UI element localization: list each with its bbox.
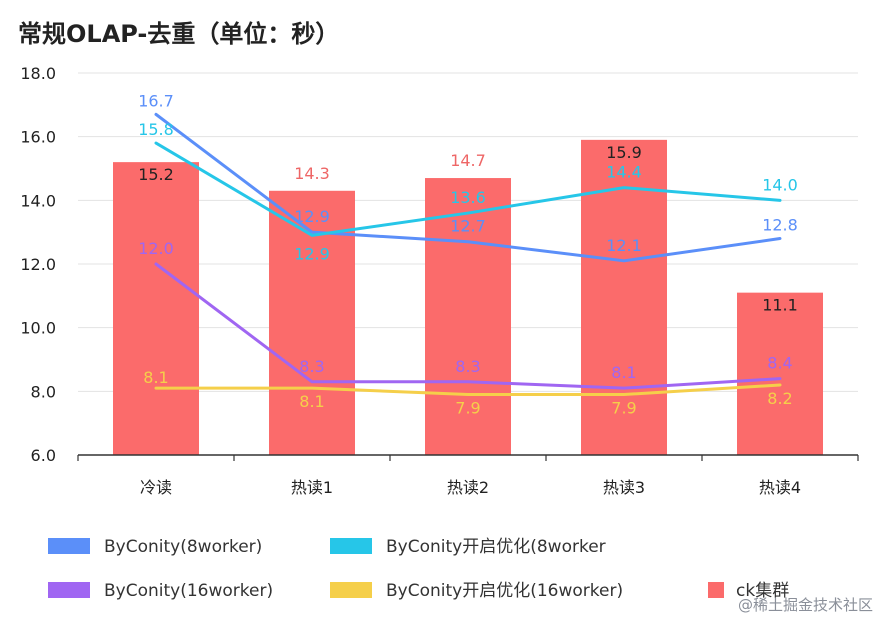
line-data-label: 8.4 (767, 354, 792, 373)
line-series-0 (154, 112, 782, 263)
line-data-label: 8.1 (611, 363, 636, 382)
x-tick-label: 冷读 (140, 478, 172, 497)
line-series-2 (154, 262, 782, 390)
y-tick-label: 14.0 (20, 191, 56, 210)
watermark: @稀土掘金技术社区 (737, 596, 873, 614)
line-data-label: 7.9 (455, 399, 480, 418)
y-tick-label: 12.0 (20, 255, 56, 274)
bar-data-labels: 15.2 14.3 14.7 15.9 11.1 (138, 143, 798, 315)
line-data-label: 12.0 (138, 239, 174, 258)
line-data-label: 16.7 (138, 91, 174, 110)
line-data-label: 14.4 (606, 163, 642, 182)
bar-2 (425, 178, 511, 456)
legend-swatch-2 (48, 582, 90, 598)
legend-label: ByConity开启优化(16worker) (386, 581, 623, 601)
line-data-label: 8.3 (455, 357, 480, 376)
legend-swatch-1 (330, 538, 372, 554)
line-data-label: 7.9 (611, 399, 636, 418)
line-data-label: 12.9 (294, 207, 330, 226)
legend-label: ByConity(16worker) (104, 581, 273, 601)
line-data-label: 12.8 (762, 216, 798, 235)
legend-swatch-3 (330, 582, 372, 598)
line-data-label: 8.3 (299, 357, 324, 376)
x-tick-label: 热读4 (759, 478, 801, 497)
y-axis-ticks: 6.0 8.0 10.0 12.0 14.0 16.0 18.0 (20, 64, 56, 465)
line-data-label: 12.7 (450, 217, 486, 236)
y-tick-label: 8.0 (31, 382, 56, 401)
legend-label: ByConity(8worker) (104, 537, 262, 557)
bar-0 (113, 162, 199, 455)
bar-data-label: 15.2 (138, 165, 174, 184)
x-tick-label: 热读1 (291, 478, 333, 497)
line-data-label: 14.0 (762, 175, 798, 194)
bar-data-label: 14.7 (450, 151, 486, 170)
line-series-1 (154, 141, 782, 237)
legend-label: ByConity开启优化(8worker (386, 537, 606, 557)
bar-series-ck (113, 139, 823, 456)
line-series (154, 112, 782, 397)
line-data-label: 13.6 (450, 188, 486, 207)
bar-data-label: 14.3 (294, 164, 330, 183)
y-tick-label: 10.0 (20, 319, 56, 338)
x-tick-label: 热读3 (603, 478, 645, 497)
line-data-labels: 16.7 12.9 12.7 12.1 12.8 15.8 12.9 13.6 14.4 14.0… (138, 91, 798, 417)
bar-4 (737, 292, 823, 455)
y-tick-label: 18.0 (20, 64, 56, 83)
legend-swatch-0 (48, 538, 90, 554)
line-data-label: 8.2 (767, 389, 792, 408)
line-series-3 (154, 383, 782, 397)
legend-swatch-4 (708, 582, 724, 598)
chart-title: 常规OLAP-去重（单位：秒） (18, 20, 340, 48)
line-data-label: 12.1 (606, 236, 642, 255)
y-tick-label: 16.0 (20, 128, 56, 147)
x-tick-label: 热读2 (447, 478, 489, 497)
bar-data-label: 15.9 (606, 143, 642, 162)
line-data-label: 12.9 (294, 244, 330, 263)
x-axis-ticks: 冷读 热读1 热读2 热读3 热读4 (140, 478, 801, 497)
bar-data-label: 11.1 (762, 296, 798, 315)
line-data-label: 8.1 (143, 368, 168, 387)
line-data-label: 8.1 (299, 392, 324, 411)
legend-label: ck集群 (736, 581, 789, 601)
x-axis (77, 454, 859, 461)
legend: ByConity(8worker) ByConity开启优化(8worker ByC… (48, 537, 789, 601)
y-tick-label: 6.0 (31, 446, 56, 465)
line-data-label: 15.8 (138, 120, 174, 139)
